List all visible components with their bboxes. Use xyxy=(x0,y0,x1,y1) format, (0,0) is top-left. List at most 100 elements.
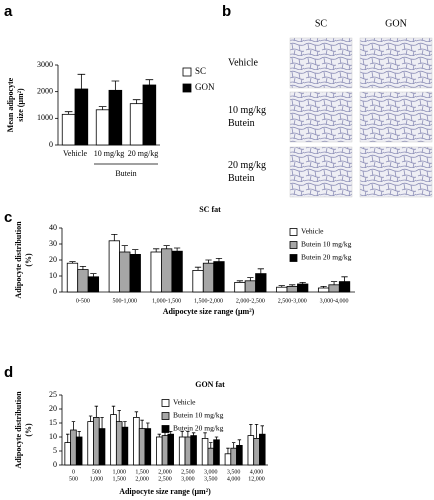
x-tick-label: 2,000-2,500 xyxy=(236,298,265,304)
y-tick-label: 0 xyxy=(49,140,53,149)
histology-image xyxy=(289,146,353,198)
legend-swatch xyxy=(161,399,170,407)
y-tick-label: 40 xyxy=(49,223,57,232)
x-tick-label: 1,500 xyxy=(135,469,149,475)
error-bar xyxy=(247,277,254,281)
error-bar xyxy=(186,431,190,437)
bar xyxy=(213,261,225,293)
histology-image xyxy=(359,146,433,198)
error-bar xyxy=(257,268,264,274)
histology-image xyxy=(289,37,353,89)
bar xyxy=(77,269,89,293)
bar xyxy=(297,283,309,293)
bar xyxy=(201,437,209,466)
legend-swatch xyxy=(289,254,298,262)
x-tick-label: 1,000-1,500 xyxy=(152,298,181,304)
row-label: 20 mg/kg xyxy=(228,160,266,171)
bar xyxy=(178,436,186,466)
x-tick-label: 2,500 xyxy=(181,469,195,475)
x-tick-label: Vehicle xyxy=(63,149,87,158)
bar xyxy=(207,447,215,466)
legend-swatch xyxy=(161,412,170,420)
error-bar xyxy=(94,405,99,418)
chart-title: SC fat xyxy=(199,205,221,214)
error-bar xyxy=(209,442,213,449)
error-bar xyxy=(90,273,97,277)
y-tick-label: 30 xyxy=(49,239,57,248)
bar xyxy=(119,251,131,293)
error-bar xyxy=(180,431,184,437)
legend-label: Vehicle xyxy=(173,398,196,407)
x-tick-label: 500-1,000 xyxy=(113,298,138,304)
bar xyxy=(64,442,71,466)
panel-label: b xyxy=(222,3,231,20)
bar xyxy=(338,281,351,293)
error-bar xyxy=(299,282,306,284)
bar xyxy=(276,286,288,293)
bar xyxy=(156,436,163,466)
error-bar xyxy=(123,421,127,428)
x-tick-label: 3,000 xyxy=(181,476,195,482)
y-axis-label: (%) xyxy=(24,253,33,267)
y-tick-label: 3000 xyxy=(37,60,53,69)
x-tick-label: 3,500 xyxy=(204,476,218,482)
panel-label: d xyxy=(4,364,13,381)
y-tick-label: 10 xyxy=(49,432,57,441)
panel-label: a xyxy=(4,3,13,20)
bar xyxy=(259,433,266,466)
error-bar xyxy=(121,245,128,252)
x-tick-label: 0-500 xyxy=(76,298,90,304)
bar xyxy=(129,253,141,293)
error-bar xyxy=(205,259,212,264)
bar xyxy=(110,414,117,466)
x-tick-label: 12,000 xyxy=(248,476,265,482)
bar xyxy=(108,89,123,146)
error-bar xyxy=(111,405,116,415)
x-tick-label: 2,500-3,000 xyxy=(278,298,307,304)
x-tick-label: 0 xyxy=(72,469,75,475)
histology-image xyxy=(289,91,353,143)
column-label: GON xyxy=(385,18,407,29)
legend-label: GON xyxy=(195,82,215,92)
y-tick-label: 15 xyxy=(49,418,57,427)
error-bar xyxy=(79,266,87,270)
x-tick-label: 4,000 xyxy=(250,469,264,475)
y-tick-label: 1000 xyxy=(37,113,53,122)
bar xyxy=(150,251,162,293)
error-bar xyxy=(132,99,141,104)
error-bar xyxy=(278,285,285,288)
bar xyxy=(328,284,340,293)
y-tick-label: 20 xyxy=(49,255,57,264)
bar xyxy=(190,435,197,466)
legend-swatch xyxy=(289,241,298,249)
group-label: Butein xyxy=(115,169,136,178)
x-tick-label: 1,000 xyxy=(90,476,104,482)
panel-label: c xyxy=(4,209,12,226)
bar xyxy=(171,250,183,293)
row-label: Butein xyxy=(228,173,255,184)
bar xyxy=(202,262,215,293)
x-tick-label: 2,000 xyxy=(135,476,149,482)
x-tick-label: 3,000-4,000 xyxy=(320,298,349,304)
x-tick-label: 2,500 xyxy=(158,476,172,482)
legend-swatch xyxy=(289,228,298,236)
error-bar xyxy=(254,424,259,439)
error-bar xyxy=(100,417,104,429)
bar xyxy=(234,281,246,293)
bar xyxy=(87,421,94,466)
error-bar xyxy=(134,411,139,418)
y-tick-label: 0 xyxy=(53,460,57,469)
row-label: 10 mg/kg xyxy=(228,105,266,116)
error-bar xyxy=(71,421,76,430)
x-tick-label: 3,500 xyxy=(227,469,241,475)
x-axis-label: Adipocyte size range (μm²) xyxy=(163,307,255,316)
error-bar xyxy=(237,439,242,446)
bar xyxy=(142,84,157,146)
bar xyxy=(129,103,144,146)
error-bar xyxy=(117,410,121,422)
bar xyxy=(138,428,146,466)
bar xyxy=(236,444,243,466)
chart-title: GON fat xyxy=(195,380,225,389)
y-tick-label: 2000 xyxy=(37,86,53,95)
error-bar xyxy=(341,276,348,282)
